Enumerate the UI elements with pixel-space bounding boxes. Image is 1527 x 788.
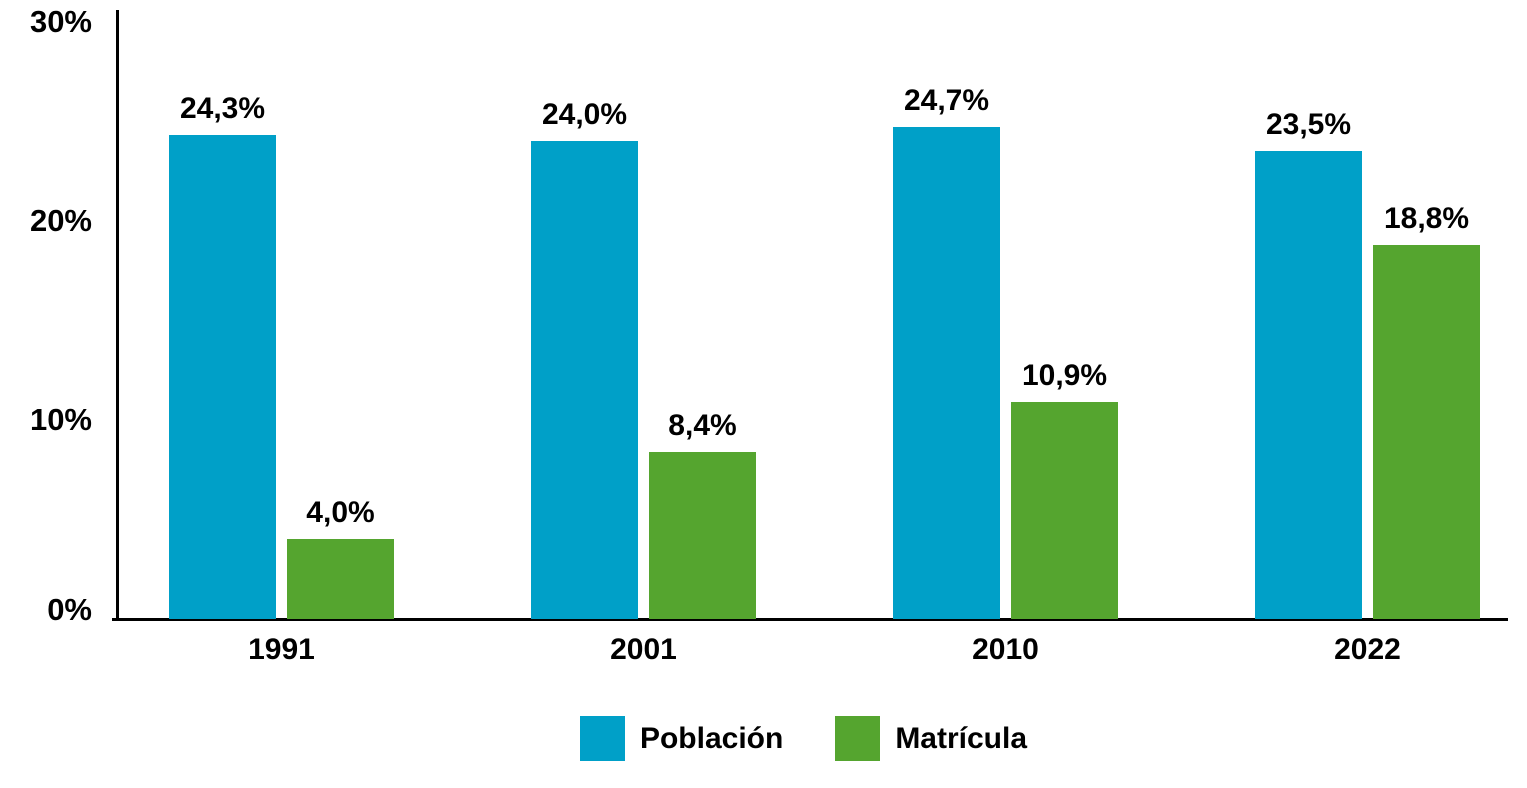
legend: Población Matrícula xyxy=(0,716,1527,761)
legend-swatch-matricula xyxy=(835,716,881,761)
x-axis-label-2022: 2022 xyxy=(1334,633,1401,666)
value-label-matricula-2010: 10,9% xyxy=(1021,359,1108,393)
y-axis-tick-label-0: 0% xyxy=(47,592,92,627)
x-axis-label-2001: 2001 xyxy=(610,633,677,666)
y-axis-line xyxy=(116,10,119,621)
value-label-matricula-2022: 18,8% xyxy=(1383,201,1470,235)
bar-matricula-1991 xyxy=(287,539,394,619)
y-axis-tick-label-30: 30% xyxy=(29,4,92,39)
legend-item-matricula: Matrícula xyxy=(835,716,1027,761)
value-label-poblacion-1991: 24,3% xyxy=(179,92,266,126)
bar-poblacion-2022 xyxy=(1255,151,1362,619)
legend-label-poblacion: Población xyxy=(639,721,784,755)
y-axis-tick-label-10: 10% xyxy=(29,402,92,437)
legend-swatch-poblacion xyxy=(579,716,625,761)
value-label-poblacion-2001: 24,0% xyxy=(541,98,628,132)
y-axis-tick-label-20: 20% xyxy=(29,203,92,238)
value-label-poblacion-2022: 23,5% xyxy=(1265,108,1352,142)
x-axis-line xyxy=(112,618,1508,621)
value-label-poblacion-2010: 24,7% xyxy=(903,84,990,118)
x-axis-label-2010: 2010 xyxy=(972,633,1039,666)
bar-poblacion-2001 xyxy=(531,141,638,619)
bar-matricula-2001 xyxy=(649,451,756,619)
bar-matricula-2010 xyxy=(1011,402,1118,619)
bar-poblacion-1991 xyxy=(169,135,276,619)
legend-item-poblacion: Población xyxy=(579,716,784,761)
legend-label-matricula: Matrícula xyxy=(895,721,1028,755)
bar-matricula-2022 xyxy=(1373,244,1480,619)
bar-poblacion-2010 xyxy=(893,127,1000,619)
x-axis-label-1991: 1991 xyxy=(248,633,315,666)
value-label-matricula-2001: 8,4% xyxy=(668,408,737,442)
value-label-matricula-1991: 4,0% xyxy=(306,496,375,530)
